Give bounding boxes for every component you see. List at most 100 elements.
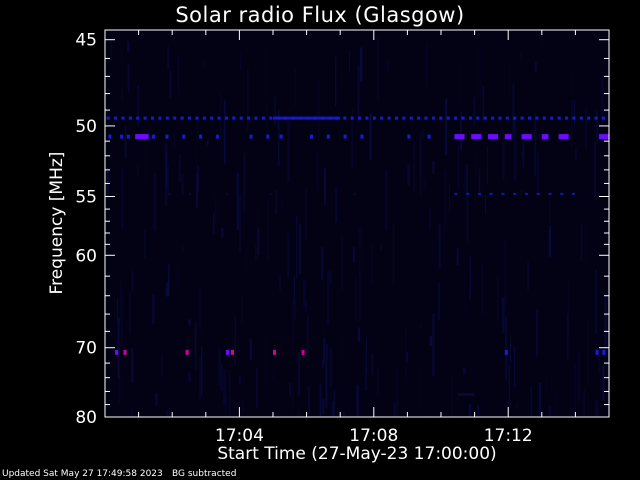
noise-streak (213, 212, 215, 234)
noise-streak (545, 79, 548, 84)
emission-50.7mhz-dot (249, 134, 253, 139)
noise-streak (484, 195, 486, 215)
emission-49.5mhz-segment (136, 116, 140, 120)
noise-streak (133, 78, 135, 92)
noise-streak (265, 45, 267, 99)
emission-54.8mhz-segment (536, 192, 540, 195)
noise-streak (272, 367, 274, 380)
noise-streak (166, 410, 168, 417)
emission-49.5mhz-segment (542, 116, 546, 120)
y-tick-label: 70 (75, 339, 97, 359)
noise-streak (405, 352, 408, 362)
noise-streak (392, 224, 395, 285)
noise-streak (530, 386, 532, 417)
noise-streak (444, 170, 446, 230)
emission-70.6mhz-dot (301, 349, 305, 355)
noise-streak (214, 195, 217, 223)
noise-streak (541, 33, 544, 48)
emission-49.5mhz-segment (395, 116, 398, 120)
noise-streak (466, 195, 469, 243)
noise-streak (420, 323, 422, 329)
noise-streak (423, 415, 426, 417)
noise-streak (169, 71, 172, 98)
noise-streak (234, 314, 236, 366)
noise-streak (327, 272, 330, 325)
noise-streak (245, 237, 248, 271)
emission-49.5mhz-segment (550, 116, 554, 120)
noise-streak (584, 226, 587, 269)
noise-streak (178, 56, 180, 96)
emission-50.7mhz-burst (558, 134, 569, 140)
noise-streak (594, 269, 597, 334)
noise-streak (340, 67, 343, 95)
emission-49.5mhz-segment (424, 116, 428, 120)
emission-70.6mhz-dot (123, 349, 127, 355)
noise-streak (505, 316, 508, 381)
noise-streak (356, 384, 359, 417)
noise-streak (131, 271, 134, 293)
noise-streak (475, 150, 477, 207)
emission-50.7mhz-burst (504, 134, 512, 140)
noise-streak (144, 140, 146, 183)
noise-streak (385, 170, 387, 231)
noise-streak (256, 368, 258, 408)
emission-50.7mhz-dot (126, 134, 130, 139)
noise-streak (596, 401, 599, 417)
noise-streak (289, 382, 291, 396)
noise-streak (161, 356, 163, 377)
noise-streak (426, 44, 428, 89)
noise-streak (223, 100, 226, 164)
noise-streak (573, 363, 576, 417)
emission-49.5mhz-burst (273, 116, 341, 120)
noise-streak (239, 53, 242, 71)
emission-54.8mhz-segment (115, 192, 118, 195)
emission-49.5mhz-segment (358, 116, 361, 120)
emission-70.6mhz-dot (595, 349, 599, 355)
noise-streak (360, 47, 363, 82)
noise-streak (545, 374, 548, 393)
y-tick-label: 45 (75, 31, 97, 51)
noise-field (106, 33, 607, 417)
noise-streak (303, 280, 306, 306)
y-tick-label: 80 (75, 408, 97, 428)
noise-streak (249, 339, 252, 361)
noise-streak (306, 385, 308, 393)
emission-49.5mhz-segment (461, 116, 465, 120)
emission-49.5mhz-segment (210, 116, 214, 120)
noise-streak (567, 313, 569, 360)
emission-49.5mhz-segment (409, 116, 413, 120)
noise-streak (571, 99, 574, 147)
noise-streak (386, 61, 389, 72)
emission-50.7mhz-burst (135, 134, 146, 140)
noise-streak (465, 163, 469, 196)
emission-49.5mhz-segment (225, 116, 228, 120)
noise-streak (116, 298, 119, 321)
noise-streak (330, 371, 332, 417)
noise-streak (502, 129, 505, 180)
emission-50.7mhz-burst (454, 134, 465, 140)
emission-50.7mhz-dot (326, 134, 330, 139)
noise-streak (595, 399, 597, 417)
noise-streak (220, 92, 222, 139)
noise-streak (548, 405, 551, 417)
noise-streak (422, 128, 424, 140)
noise-streak (535, 309, 538, 357)
emission-49.5mhz-segment (476, 116, 480, 120)
noise-streak (106, 169, 109, 200)
noise-streak (182, 246, 184, 251)
noise-streak (188, 319, 191, 326)
noise-streak (358, 415, 360, 417)
noise-streak (119, 278, 121, 326)
noise-streak (153, 173, 156, 231)
emission-50.7mhz-burst (471, 134, 482, 140)
emission-49.5mhz-segment (114, 116, 118, 120)
noise-streak (366, 337, 368, 373)
emission-49.5mhz-segment (217, 116, 221, 120)
emission-54.8mhz-segment (323, 192, 326, 195)
noise-streak (132, 409, 133, 417)
noise-streak (199, 356, 201, 400)
x-axis-label: Start Time (27-May-23 17:00:00) (217, 444, 497, 464)
emission-50.7mhz-dot (310, 134, 313, 139)
noise-streak (479, 48, 481, 101)
